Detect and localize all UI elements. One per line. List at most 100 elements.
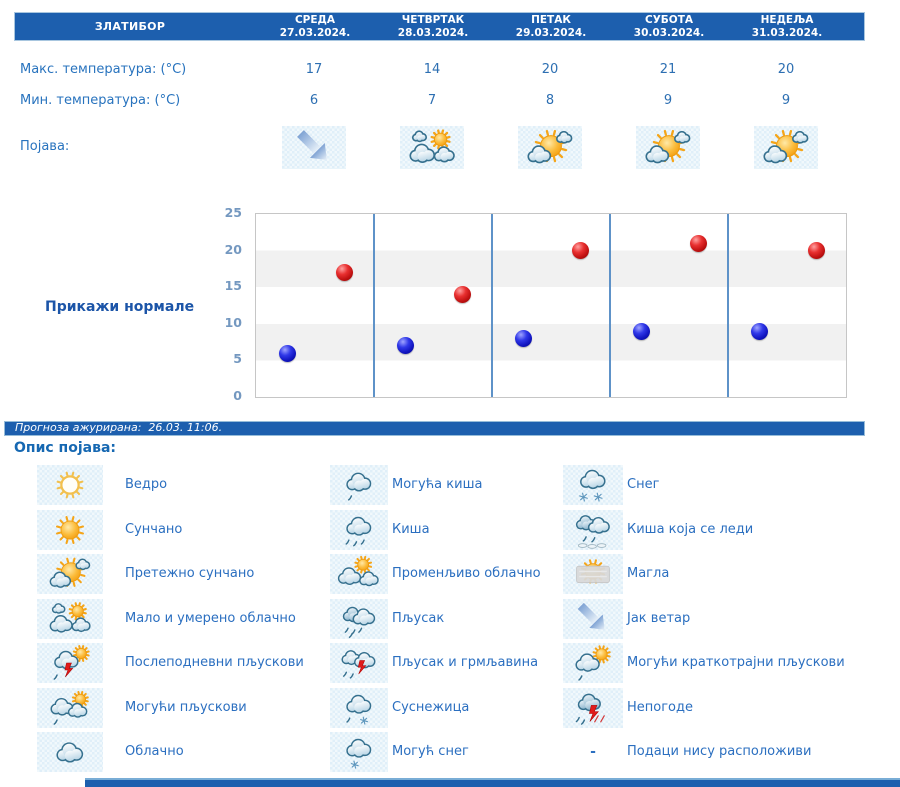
day-name: НЕДЕЉА: [760, 14, 814, 26]
legend-item-label: Пљусак: [392, 611, 445, 626]
day-header-5: НЕДЕЉА 31.03.2024.: [728, 14, 846, 40]
day-separator-line: [609, 214, 611, 397]
clear-icon: [37, 465, 103, 505]
mostly-sunny-icon: [636, 126, 700, 169]
day-header-2: ЧЕТВРТАК 28.03.2024.: [374, 14, 492, 40]
max-temp-value: 14: [423, 62, 441, 77]
legend-item-label: Облачно: [125, 744, 184, 759]
legend-item-label: Непогоде: [627, 700, 693, 715]
afternoon-showers-icon: [37, 643, 103, 683]
legend-item-label: Могућ снег: [392, 744, 469, 759]
shower-icon: [330, 599, 388, 639]
max-temp-value: 17: [305, 62, 323, 77]
forecast-updated-text: Прогноза ажурирана: 26.03. 11:06.: [15, 421, 223, 434]
min-temp-value: 6: [309, 93, 319, 108]
legend-item-label: Киша: [392, 522, 430, 537]
possible-showers-icon: [37, 688, 103, 728]
show-normals-button[interactable]: Прикажи нормале: [45, 299, 195, 315]
max-temp-value: 20: [541, 62, 559, 77]
min-temp-value: 9: [663, 93, 673, 108]
y-axis-tick: 0: [233, 388, 242, 403]
y-axis-tick: 15: [224, 278, 242, 294]
day-name: СУБОТА: [644, 14, 694, 26]
day-header-3: ПЕТАК 29.03.2024.: [492, 14, 610, 40]
freezing-rain-icon: [563, 510, 623, 550]
max-temp-value: 20: [777, 62, 795, 77]
min-temp-point: [514, 329, 532, 347]
day-separator-line: [491, 214, 493, 397]
legend-item-label: Магла: [627, 566, 670, 581]
min-temp-value: 8: [545, 93, 555, 108]
forecast-header: ЗЛАТИБОР СРЕДА 27.03.2024. ЧЕТВРТАК 28.03.2…: [14, 12, 865, 41]
storms-icon: [563, 688, 623, 728]
legend-item-label: Могући пљускови: [125, 700, 247, 715]
day-header-4: СУБОТА 30.03.2024.: [610, 14, 728, 40]
day-date: 30.03.2024.: [633, 27, 705, 39]
legend-item-label: Јак ветар: [627, 611, 691, 626]
day-separator-line: [727, 214, 729, 397]
sleet-icon: [330, 688, 388, 728]
day-name: ПЕТАК: [531, 14, 571, 26]
legend-item-label: Ведро: [125, 477, 168, 492]
partly-cloudy-icon: [37, 599, 103, 639]
min-temp-label: Мин. температура: (°C): [20, 93, 181, 108]
no-data-dash: -: [590, 744, 596, 760]
possible-rain-icon: [330, 465, 388, 505]
day-date: 28.03.2024.: [397, 27, 469, 39]
min-temp-point: [632, 322, 650, 340]
day-date: 29.03.2024.: [515, 27, 587, 39]
mostly-sunny-icon: [754, 126, 818, 169]
legend-item-label: Променљиво облачно: [392, 566, 541, 581]
day-date: 31.03.2024.: [751, 27, 823, 39]
y-axis-tick: 10: [224, 314, 242, 330]
y-axis-tick: 25: [224, 205, 242, 220]
max-temp-point: [571, 242, 589, 260]
max-temp-point: [453, 286, 471, 304]
possible-brief-showers-icon: [563, 643, 623, 683]
y-axis-tick: 5: [233, 351, 242, 367]
max-temp-point: [807, 242, 825, 260]
mostly-sunny-icon: [518, 126, 582, 169]
min-temp-point: [278, 344, 296, 362]
fog-icon: [563, 554, 623, 594]
cloudy-icon: [37, 732, 103, 772]
forecast-updated-bar: Прогноза ажурирана: 26.03. 11:06.: [4, 421, 865, 436]
legend-item-label: Суснежица: [392, 700, 470, 715]
shower-thunder-icon: [330, 643, 388, 683]
min-temp-point: [396, 337, 414, 355]
legend-item-label: Претежно сунчано: [125, 566, 255, 581]
legend-item-label: Снег: [627, 477, 660, 492]
legend-item-label: Послеподневни пљускови: [125, 655, 304, 670]
max-temp-point: [689, 234, 707, 252]
max-temp-value: 21: [659, 62, 677, 77]
location-title: ЗЛАТИБОР: [94, 20, 166, 33]
y-axis-tick: 20: [224, 241, 242, 257]
legend-item-label: Подаци нису расположиви: [627, 744, 812, 759]
legend-item-label: Могућа киша: [392, 477, 483, 492]
day-date: 27.03.2024.: [279, 27, 351, 39]
legend-title: Опис појава:: [14, 440, 116, 456]
legend-item-label: Киша која се леди: [627, 522, 754, 537]
possible-snow-icon: [330, 732, 388, 772]
min-temp-value: 7: [427, 93, 437, 108]
next-section-bar: [85, 778, 900, 787]
min-temp-value: 9: [781, 93, 791, 108]
strong-wind-icon: [282, 126, 346, 169]
legend-item-label: Могући краткотрајни пљускови: [627, 655, 845, 670]
min-temp-point: [750, 322, 768, 340]
temperature-chart: [255, 213, 847, 398]
legend-item-label: Сунчано: [125, 522, 183, 537]
sunny-icon: [37, 510, 103, 550]
max-temp-label: Макс. температура: (°C): [20, 62, 187, 77]
variable-cloudy-icon: [330, 554, 388, 594]
day-name: СРЕДА: [294, 14, 336, 26]
max-temp-point: [335, 264, 353, 282]
legend-item-label: Мало и умерено облачно: [125, 611, 296, 626]
snow-icon: [563, 465, 623, 505]
partly-cloudy-icon: [400, 126, 464, 169]
legend-item-label: Пљусак и грмљавина: [392, 655, 539, 670]
phenomena-label: Појава:: [20, 139, 70, 154]
mostly-sunny-icon: [37, 554, 103, 594]
day-name: ЧЕТВРТАК: [401, 14, 465, 26]
